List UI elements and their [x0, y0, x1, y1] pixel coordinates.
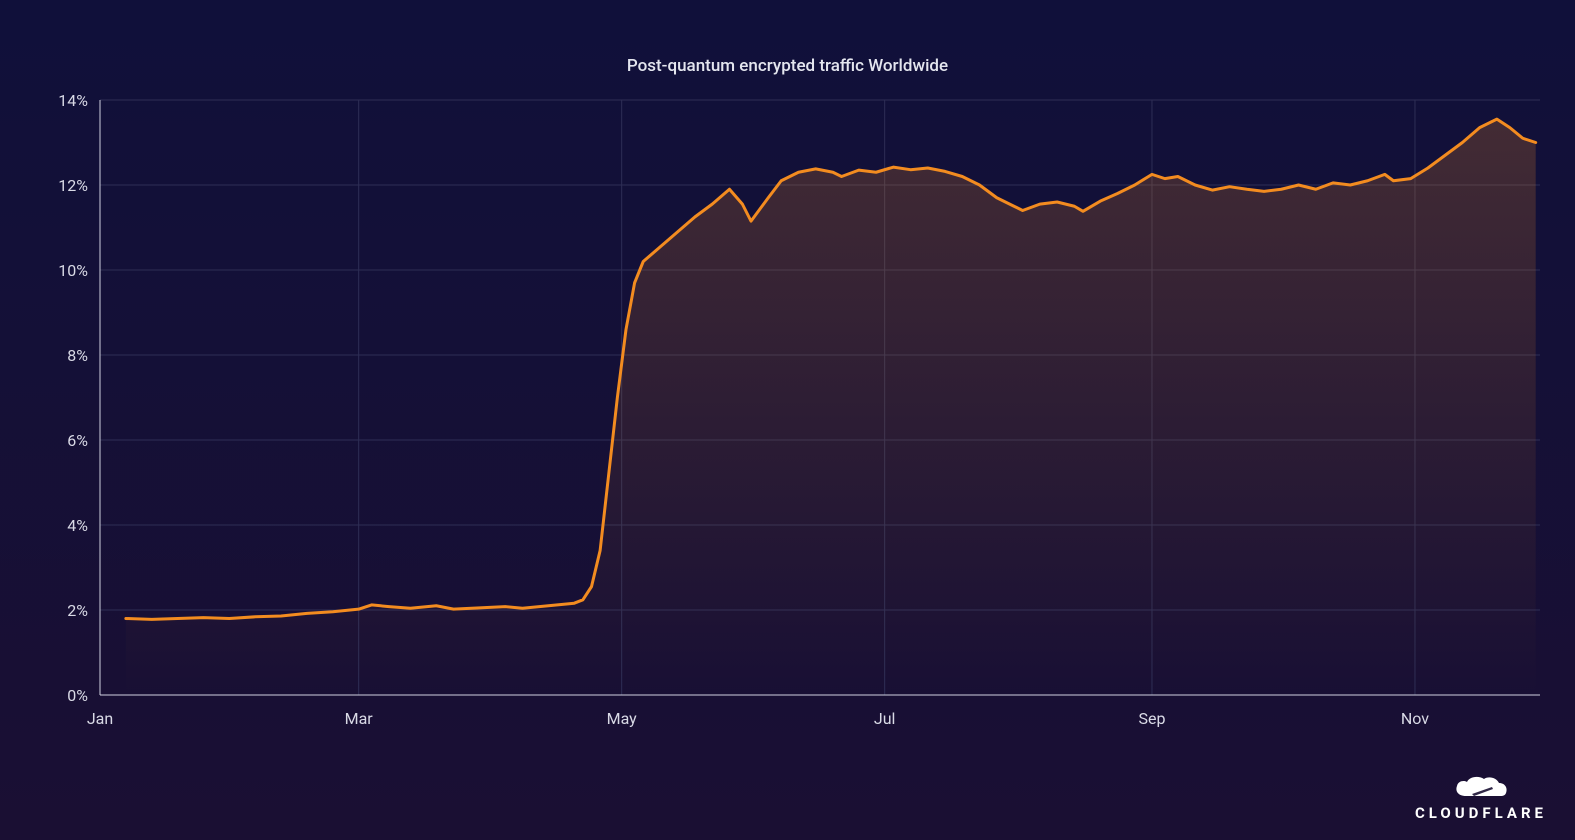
x-tick-label: Nov	[1401, 709, 1429, 728]
chart-container: Post-quantum encrypted traffic Worldwide…	[0, 0, 1575, 840]
chart-plot	[0, 0, 1575, 840]
y-tick-label: 10%	[58, 261, 88, 280]
y-tick-label: 6%	[67, 431, 88, 450]
y-tick-label: 8%	[67, 346, 88, 365]
x-tick-label: Sep	[1138, 709, 1165, 728]
cloudflare-wordmark: CLOUDFLARE	[1415, 804, 1547, 822]
y-tick-label: 2%	[67, 601, 88, 620]
y-tick-label: 12%	[58, 176, 88, 195]
y-tick-label: 0%	[67, 686, 88, 705]
x-tick-label: Jul	[874, 709, 896, 728]
y-tick-label: 14%	[58, 91, 88, 110]
cloudflare-logo: CLOUDFLARE	[1415, 774, 1547, 822]
y-tick-label: 4%	[67, 516, 88, 535]
x-tick-label: May	[607, 709, 637, 728]
x-tick-label: Jan	[87, 709, 113, 728]
x-tick-label: Mar	[345, 709, 373, 728]
cloudflare-cloud-icon	[1452, 774, 1510, 800]
